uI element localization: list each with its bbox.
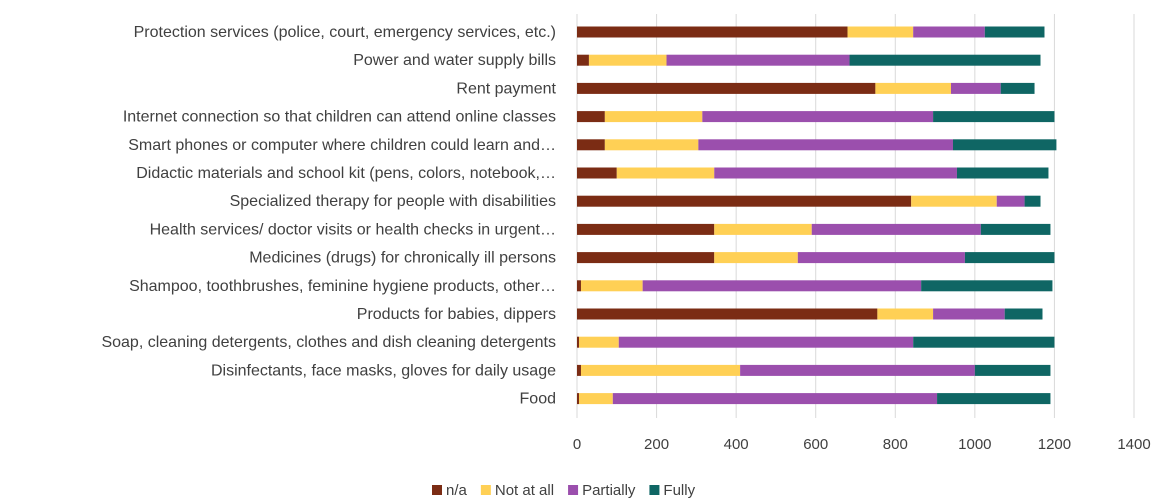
bar-segment xyxy=(618,336,914,348)
legend-swatch xyxy=(432,485,442,495)
bar-segment xyxy=(714,223,812,235)
category-label: Disinfectants, face masks, gloves for da… xyxy=(211,362,556,379)
category-label: Rent payment xyxy=(456,80,556,97)
bar-segment xyxy=(950,82,1001,94)
x-tick-labels: 0 200 400 600 800 1000 1200 1400 xyxy=(573,436,1151,453)
bar-segment xyxy=(996,195,1025,207)
bar-segment xyxy=(797,252,965,264)
x-tick-label: 1200 xyxy=(1038,436,1071,453)
x-tick-label: 0 xyxy=(573,436,581,453)
bar-segment xyxy=(577,54,589,66)
bar-segment xyxy=(642,280,922,292)
bar-segment xyxy=(913,26,985,38)
bar-segment xyxy=(577,167,617,179)
legend-swatch xyxy=(568,485,579,495)
legend-label: n/a xyxy=(446,482,468,499)
bar-segment xyxy=(913,336,1055,348)
bar-segment xyxy=(588,54,667,66)
bar-segment xyxy=(740,364,975,376)
bar-segment xyxy=(911,195,997,207)
x-tick-label: 600 xyxy=(803,436,828,453)
x-tick-label: 800 xyxy=(883,436,908,453)
bar-segment xyxy=(877,308,934,320)
bar-segment xyxy=(577,364,581,376)
bar-segment xyxy=(577,111,605,123)
bar-segment xyxy=(921,280,1053,292)
bar-segment xyxy=(1004,308,1043,320)
bar-segment xyxy=(847,26,914,38)
bar-segment xyxy=(612,393,938,405)
category-label: Power and water supply bills xyxy=(353,52,556,69)
category-label: Protection services (police, court, emer… xyxy=(134,24,556,41)
bar-segment xyxy=(577,252,715,264)
bar-segment xyxy=(984,26,1045,38)
bars xyxy=(577,26,1057,405)
category-label: Specialized therapy for people with disa… xyxy=(230,193,556,210)
bar-segment xyxy=(1000,82,1035,94)
bar-segment xyxy=(578,393,613,405)
bar-segment xyxy=(577,26,848,38)
bar-segment xyxy=(1024,195,1041,207)
legend-label: Not at all xyxy=(495,482,554,499)
bar-segment xyxy=(933,111,1055,123)
bar-segment xyxy=(702,111,934,123)
bar-segment xyxy=(580,280,643,292)
bar-segment xyxy=(714,167,957,179)
bar-segment xyxy=(577,280,581,292)
category-label: Food xyxy=(520,391,556,408)
category-label: Smart phones or computer where children … xyxy=(128,137,556,154)
bar-segment xyxy=(964,252,1055,264)
bar-segment xyxy=(980,223,1051,235)
bar-segment xyxy=(616,167,715,179)
x-tick-label: 1000 xyxy=(958,436,991,453)
category-label: Products for babies, dippers xyxy=(357,306,556,323)
legend-label: Fully xyxy=(663,482,695,499)
bar-segment xyxy=(698,139,953,151)
legend-swatch xyxy=(649,485,660,495)
category-label: Shampoo, toothbrushes, feminine hygiene … xyxy=(129,278,556,295)
bar-segment xyxy=(577,195,912,207)
bar-segment xyxy=(956,167,1049,179)
legend: n/a Not at all Partially Fully xyxy=(432,482,696,499)
bar-segment xyxy=(577,223,715,235)
legend-swatch xyxy=(480,485,491,495)
bar-segment xyxy=(578,336,619,348)
legend-label: Partially xyxy=(582,482,636,499)
bar-segment xyxy=(604,111,703,123)
category-label: Didactic materials and school kit (pens,… xyxy=(136,165,556,182)
x-tick-label: 400 xyxy=(724,436,749,453)
bar-segment xyxy=(604,139,699,151)
bar-segment xyxy=(577,393,579,405)
bar-segment xyxy=(849,54,1041,66)
bar-segment xyxy=(811,223,981,235)
bar-segment xyxy=(937,393,1051,405)
x-tick-label: 1400 xyxy=(1117,436,1150,453)
gridlines xyxy=(576,14,1135,418)
category-label: Internet connection so that children can… xyxy=(123,109,556,126)
category-label: Soap, cleaning detergents, clothes and d… xyxy=(101,334,556,351)
bar-segment xyxy=(714,252,798,264)
bar-segment xyxy=(577,82,876,94)
category-label: Health services/ doctor visits or health… xyxy=(150,221,556,238)
category-labels: Protection services (police, court, emer… xyxy=(101,24,556,408)
bar-segment xyxy=(875,82,951,94)
category-label: Medicines (drugs) for chronically ill pe… xyxy=(249,250,556,267)
bar-segment xyxy=(577,308,878,320)
x-tick-label: 200 xyxy=(644,436,669,453)
bar-segment xyxy=(580,364,741,376)
bar-segment xyxy=(974,364,1051,376)
bar-segment xyxy=(933,308,1005,320)
bar-segment xyxy=(577,139,605,151)
bar-segment xyxy=(952,139,1057,151)
bar-segment xyxy=(577,336,579,348)
bar-segment xyxy=(666,54,850,66)
